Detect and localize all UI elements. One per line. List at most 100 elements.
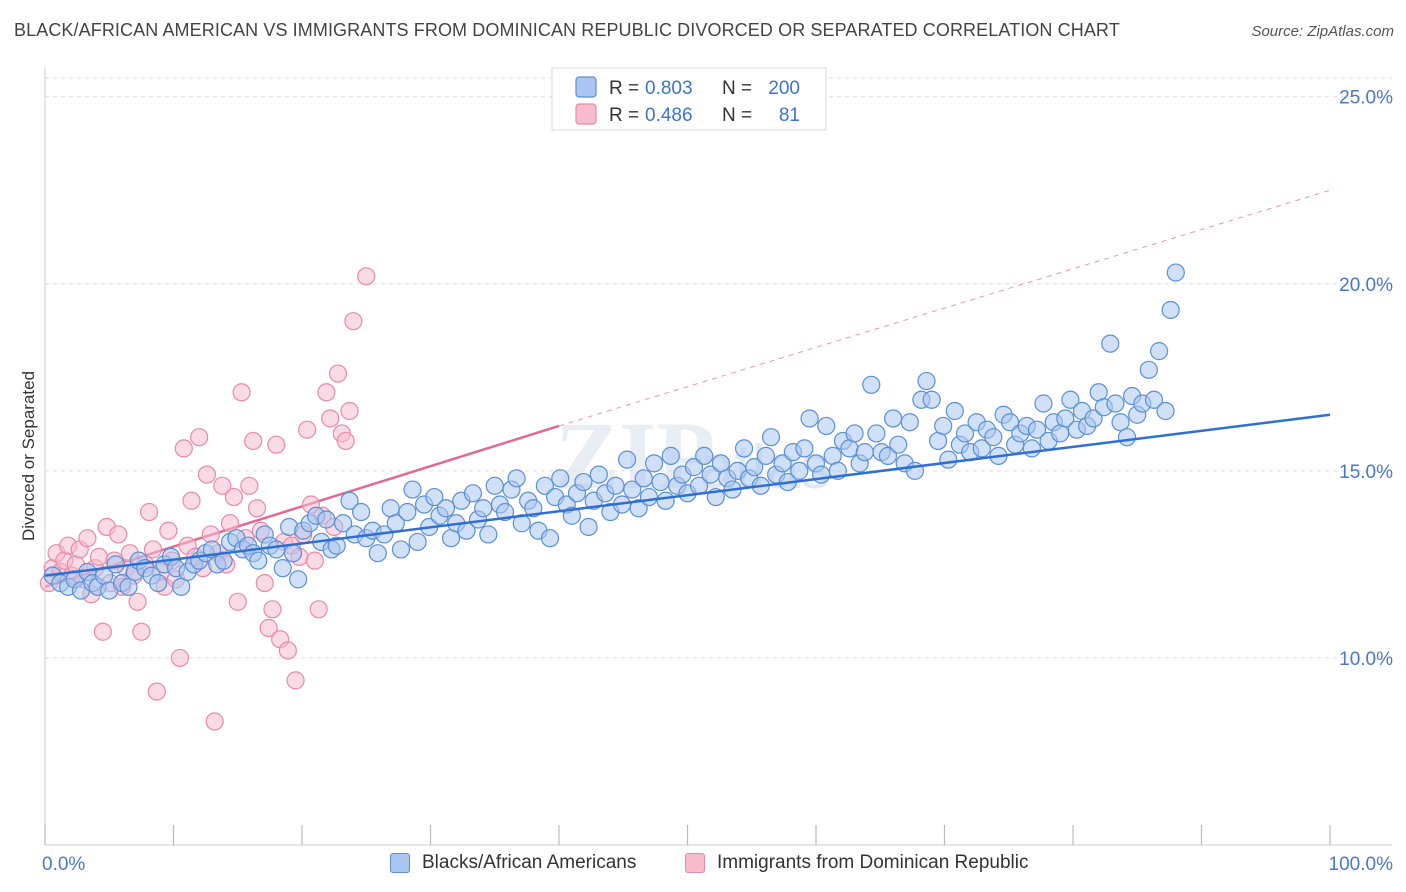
point-black-184 xyxy=(1084,409,1103,428)
point-black-55 xyxy=(368,544,387,563)
point-black-155 xyxy=(922,390,941,409)
point-black-190 xyxy=(1117,428,1137,447)
point-black-95 xyxy=(589,465,608,484)
point-dominican-43 xyxy=(205,712,224,731)
legend-swatch-black xyxy=(575,76,597,98)
point-black-194 xyxy=(1139,360,1158,379)
point-black-106 xyxy=(651,472,670,492)
point-dominican-18 xyxy=(109,525,128,544)
point-dominican-24 xyxy=(132,622,151,641)
point-black-144 xyxy=(862,375,881,394)
point-black-112 xyxy=(684,458,704,477)
point-black-149 xyxy=(889,435,908,454)
point-black-80 xyxy=(507,469,526,488)
point-black-102 xyxy=(629,499,648,518)
point-black-105 xyxy=(644,454,664,473)
point-black-196 xyxy=(1149,342,1169,361)
bottom-legend-item-black: Blacks/African Americans xyxy=(390,852,636,874)
point-black-12 xyxy=(119,577,138,596)
point-black-41 xyxy=(289,570,308,589)
point-dominican-14 xyxy=(93,622,112,641)
point-black-180 xyxy=(1061,390,1080,409)
point-dominican-28 xyxy=(147,682,166,701)
point-black-164 xyxy=(972,439,991,458)
point-black-179 xyxy=(1056,409,1075,428)
point-black-17 xyxy=(148,573,168,593)
point-dominican-23 xyxy=(128,592,147,611)
tick-labels: 10.0% 15.0% 20.0% 25.0% 0.0% 100.0% xyxy=(42,88,1393,875)
point-black-46 xyxy=(317,510,336,529)
point-black-74 xyxy=(474,499,493,518)
point-dominican-58 xyxy=(263,600,282,619)
point-black-148 xyxy=(883,409,903,428)
point-black-50 xyxy=(340,491,359,510)
point-dominican-37 xyxy=(182,491,201,510)
point-dominican-80 xyxy=(357,267,376,286)
point-dominican-75 xyxy=(328,364,348,383)
point-black-76 xyxy=(485,476,504,495)
point-black-132 xyxy=(795,439,814,458)
point-dominican-41 xyxy=(197,465,217,484)
point-dominican-64 xyxy=(286,671,305,690)
point-black-145 xyxy=(867,424,886,443)
y-tick-label-0: 10.0% xyxy=(1339,649,1393,670)
point-black-159 xyxy=(945,401,964,421)
point-black-86 xyxy=(540,529,560,548)
point-dominican-59 xyxy=(267,435,286,454)
point-black-72 xyxy=(463,484,483,503)
x-tick-label-1: 100.0% xyxy=(1329,854,1394,875)
point-black-93 xyxy=(579,517,598,537)
point-black-61 xyxy=(403,480,422,499)
point-dominican-10 xyxy=(78,529,97,548)
point-black-188 xyxy=(1106,394,1125,413)
point-black-128 xyxy=(773,454,792,473)
point-black-38 xyxy=(273,559,292,578)
point-black-189 xyxy=(1111,413,1130,432)
point-black-85 xyxy=(535,476,554,495)
point-dominican-27 xyxy=(143,540,163,559)
point-dominican-45 xyxy=(213,476,232,495)
point-black-174 xyxy=(1027,420,1047,439)
trend-black-solid xyxy=(44,413,1331,577)
point-black-90 xyxy=(562,506,581,525)
legend-n-label-dominican: N = xyxy=(722,105,752,126)
point-dominican-56 xyxy=(255,573,274,593)
point-black-198 xyxy=(1161,300,1180,320)
legend-r-value-dominican: 0.486 xyxy=(645,105,693,126)
x-tick-label-0: 0.0% xyxy=(42,854,85,875)
point-black-37 xyxy=(267,540,286,559)
bottom-legend-label-black: Blacks/African Americans xyxy=(422,852,637,873)
legend-n-value-black: 200 xyxy=(768,78,800,99)
y-tick-label-2: 20.0% xyxy=(1339,275,1393,296)
trend-line-black xyxy=(44,413,1331,577)
point-dominican-69 xyxy=(305,551,324,570)
point-black-197 xyxy=(1156,401,1175,421)
point-dominican-73 xyxy=(321,409,340,428)
point-black-101 xyxy=(623,480,642,499)
point-black-52 xyxy=(352,502,371,522)
point-black-121 xyxy=(734,439,754,458)
point-black-195 xyxy=(1144,390,1164,409)
bottom-legend-item-dominican: Immigrants from Dominican Republic xyxy=(685,852,1029,874)
legend-box: R = 0.803 N = 200 R = 0.486 N = 81 xyxy=(551,67,827,131)
point-black-136 xyxy=(817,416,836,436)
point-black-34 xyxy=(249,551,268,570)
point-black-143 xyxy=(855,443,874,462)
point-black-67 xyxy=(436,499,456,518)
point-black-141 xyxy=(845,424,864,443)
point-black-114 xyxy=(695,446,714,465)
point-black-107 xyxy=(656,491,675,510)
axes xyxy=(44,68,1392,846)
point-dominican-53 xyxy=(244,431,263,451)
point-black-157 xyxy=(934,416,953,436)
point-black-40 xyxy=(283,544,303,563)
point-black-59 xyxy=(391,540,411,559)
point-dominican-48 xyxy=(224,487,243,507)
point-dominican-39 xyxy=(190,428,209,447)
point-black-92 xyxy=(574,472,593,492)
bottom-legend-swatch-black xyxy=(390,853,410,873)
point-black-131 xyxy=(790,461,809,480)
points-black xyxy=(43,263,1185,600)
point-dominican-78 xyxy=(340,401,359,421)
point-black-88 xyxy=(551,469,570,488)
